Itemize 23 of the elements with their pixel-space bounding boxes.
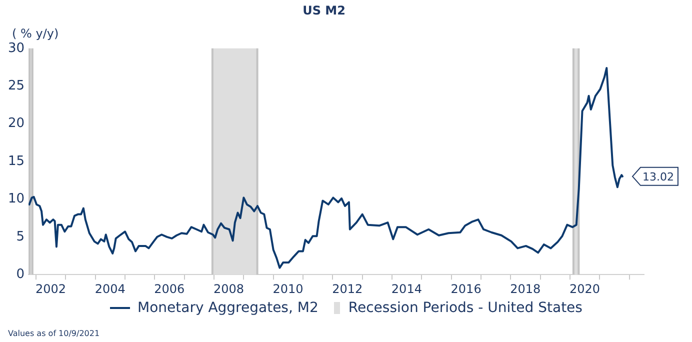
y-axis-title: ( % y/y)	[12, 26, 59, 41]
y-tick-label: 5	[16, 229, 25, 244]
x-tick-label: 2016	[450, 282, 482, 296]
x-tick-label: 2008	[213, 282, 244, 296]
annotation: 13.02	[642, 170, 674, 184]
x-tick-label: 2014	[391, 282, 422, 296]
x-tick-label: 2020	[569, 282, 600, 296]
x-tick-label: 2002	[35, 282, 66, 296]
x-tick-label: 2006	[154, 282, 185, 296]
y-tick-label: 25	[8, 78, 25, 94]
x-tick-label: 2004	[94, 282, 126, 296]
text: Values as of 10/9/2021	[8, 329, 100, 338]
y-tick-label: 15	[8, 154, 25, 169]
x-tick-label: 2018	[510, 282, 541, 296]
x-tick-label: 2012	[332, 282, 363, 296]
legend-label: Recession Periods - United States	[348, 300, 582, 316]
chart-title: US M2	[302, 3, 346, 18]
y-tick-label: 0	[16, 266, 25, 282]
x-tick-label: 2010	[272, 282, 304, 296]
y-tick-label: 20	[8, 116, 25, 132]
y-tick-label: 10	[8, 192, 25, 207]
legend-label: Monetary Aggregates, M2	[138, 300, 318, 316]
y-tick-label: 30	[8, 40, 25, 56]
